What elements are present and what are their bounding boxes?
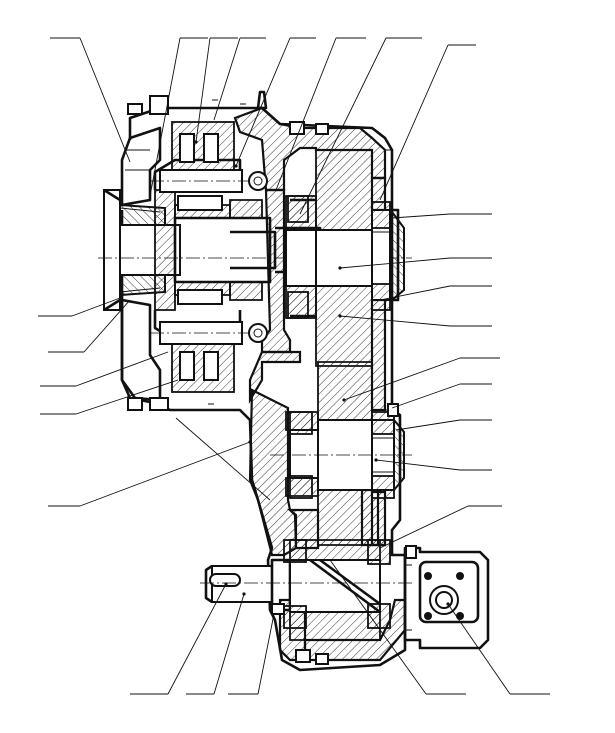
callout-leaders-right [339, 213, 502, 549]
callout-leaders-left [38, 297, 271, 507]
intermediate-gear [285, 149, 391, 367]
planet-pins [150, 169, 268, 345]
intermediate-bearings [287, 195, 405, 319]
second-stage-bearings [289, 411, 405, 499]
input-cover [103, 126, 166, 402]
planet-bearings [171, 121, 235, 393]
callout-leaders-top [50, 37, 476, 215]
callout-points [194, 140, 450, 606]
callout-leaders-bottom [130, 559, 550, 695]
side-motor [403, 546, 490, 650]
housing-bolts [127, 90, 417, 665]
